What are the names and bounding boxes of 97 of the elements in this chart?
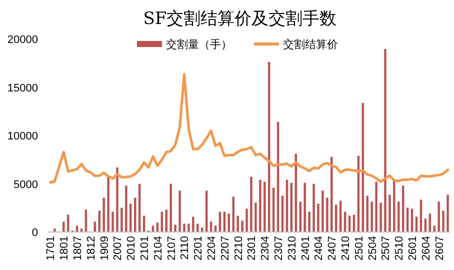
bar [402, 186, 404, 232]
bar [192, 216, 194, 232]
bar [134, 198, 136, 232]
bar [446, 194, 449, 232]
x-tick-label: 2310 [286, 236, 298, 260]
bar [384, 48, 386, 232]
bar [272, 188, 275, 232]
bar [264, 182, 266, 232]
x-tick-label: 2304 [260, 236, 272, 260]
bar [165, 210, 168, 232]
bar [174, 224, 176, 232]
bar [178, 190, 181, 232]
x-tick-label: 2301 [246, 236, 258, 260]
x-tick-label: 2510 [394, 236, 406, 260]
bar [375, 182, 378, 232]
bar [205, 190, 208, 232]
bar [299, 202, 302, 232]
bar [254, 202, 257, 232]
x-tick-label: 2607 [434, 236, 446, 260]
x-tick-label: 1812 [85, 236, 98, 260]
bar [259, 180, 262, 232]
x-tick-label: 2101 [139, 236, 152, 260]
bar [246, 208, 248, 232]
x-tick-label: 2210 [232, 236, 245, 260]
bar [370, 202, 373, 232]
y-tick-label: 5000 [14, 178, 38, 191]
bar [438, 202, 440, 232]
bar [290, 182, 293, 232]
bar [84, 210, 88, 232]
bar [308, 212, 310, 232]
x-tick-label: 2010 [126, 236, 138, 260]
bar [54, 228, 56, 232]
x-tick-label: 2507 [380, 236, 392, 260]
bar [317, 204, 320, 232]
bar [442, 210, 444, 232]
x-tick-label: 1909 [98, 236, 111, 260]
bar [112, 212, 114, 232]
x-tick-label: 2501 [353, 236, 366, 260]
x-tick-label: 2601 [407, 236, 420, 260]
bar [241, 220, 244, 232]
bar [304, 182, 306, 232]
bar [107, 176, 110, 232]
bar [160, 212, 163, 232]
bar [406, 208, 409, 232]
bar [420, 200, 422, 232]
bar [218, 212, 222, 232]
bar [120, 208, 123, 232]
line-series [48, 72, 450, 184]
bar [286, 180, 288, 232]
bar [339, 200, 342, 232]
bar [380, 202, 382, 232]
bar [388, 194, 391, 232]
bar [281, 196, 284, 232]
bar [236, 216, 239, 232]
x-tick-label: 2504 [366, 236, 379, 260]
x-tick-label: 2204 [206, 236, 218, 260]
legend-label: 交割结算价 [283, 38, 338, 51]
bar [223, 212, 226, 232]
x-tick-label: 2107 [166, 236, 178, 260]
bar [102, 198, 105, 232]
bar [250, 176, 252, 232]
x-tick-label: 2307 [273, 236, 286, 260]
x-tick-label: 1801 [58, 236, 71, 260]
y-tick-label: 0 [32, 227, 38, 239]
x-tick-label: 2410 [340, 236, 352, 260]
bar [125, 186, 128, 232]
y-tick-label: 10000 [7, 130, 38, 142]
x-tick-label: 2007 [112, 236, 124, 260]
x-tick-label: 1807 [72, 236, 84, 260]
bar [393, 180, 396, 232]
bar [326, 198, 328, 232]
x-tick-label: 2407 [326, 236, 339, 260]
bar [366, 196, 368, 232]
x-tick-label: 2207 [219, 236, 232, 260]
x-tick-label: 1701 [45, 236, 58, 260]
x-tick-label: 2401 [300, 236, 312, 260]
legend-label: 交割量（手） [166, 38, 232, 51]
bar [130, 204, 132, 232]
bar [116, 167, 118, 232]
bar [322, 190, 324, 232]
x-tick-label: 2404 [313, 236, 326, 260]
bar [335, 204, 338, 232]
bar [232, 196, 234, 232]
bar [398, 202, 400, 232]
bar [410, 208, 414, 232]
bar [312, 184, 315, 232]
x-tick-label: 2110 [179, 236, 192, 260]
bar [183, 224, 186, 232]
y-tick-label: 15000 [7, 82, 38, 94]
x-tick-label: 2104 [152, 236, 164, 260]
x-tick-label: 2201 [192, 236, 205, 260]
chart-title: SF交割结算价及交割手数 [143, 9, 337, 29]
bar [344, 212, 346, 232]
bar [188, 224, 190, 232]
y-tick-label: 20000 [7, 34, 38, 46]
x-tick-label: 2604 [420, 236, 432, 260]
bar [170, 184, 172, 232]
